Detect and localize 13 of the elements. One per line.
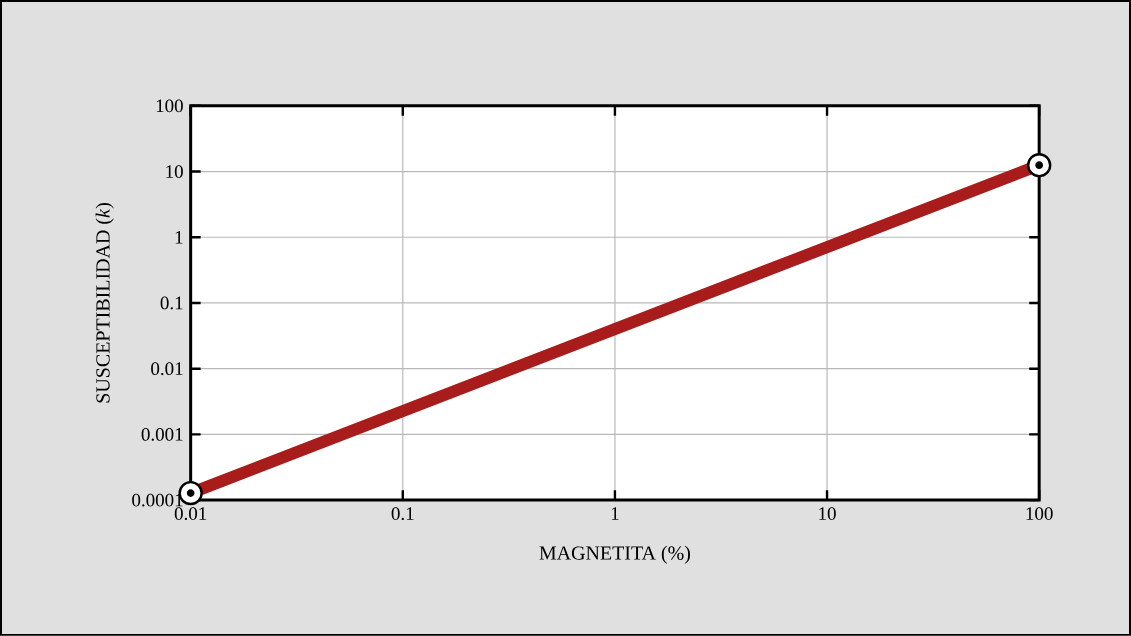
y-tick-label: 0.0001	[132, 493, 183, 507]
y-tick-label: 1	[175, 231, 183, 244]
x-axis-title: MAGNETITA (%)	[539, 545, 690, 564]
x-tick-label: 1	[611, 507, 619, 520]
y-axis-title: SUSCEPTIBILIDAD (k)	[95, 203, 114, 403]
x-tick-label: 10	[819, 507, 836, 521]
y-tick-label: 0.001	[141, 428, 183, 441]
y-tick-label: 0.1	[160, 296, 183, 310]
x-tick-label: 100	[1026, 507, 1053, 521]
y-tick-label: 0.01	[151, 362, 183, 376]
y-tick-label: 100	[156, 99, 183, 113]
x-tick-label: 0.1	[391, 507, 414, 521]
y-tick-label: 10	[166, 165, 183, 178]
